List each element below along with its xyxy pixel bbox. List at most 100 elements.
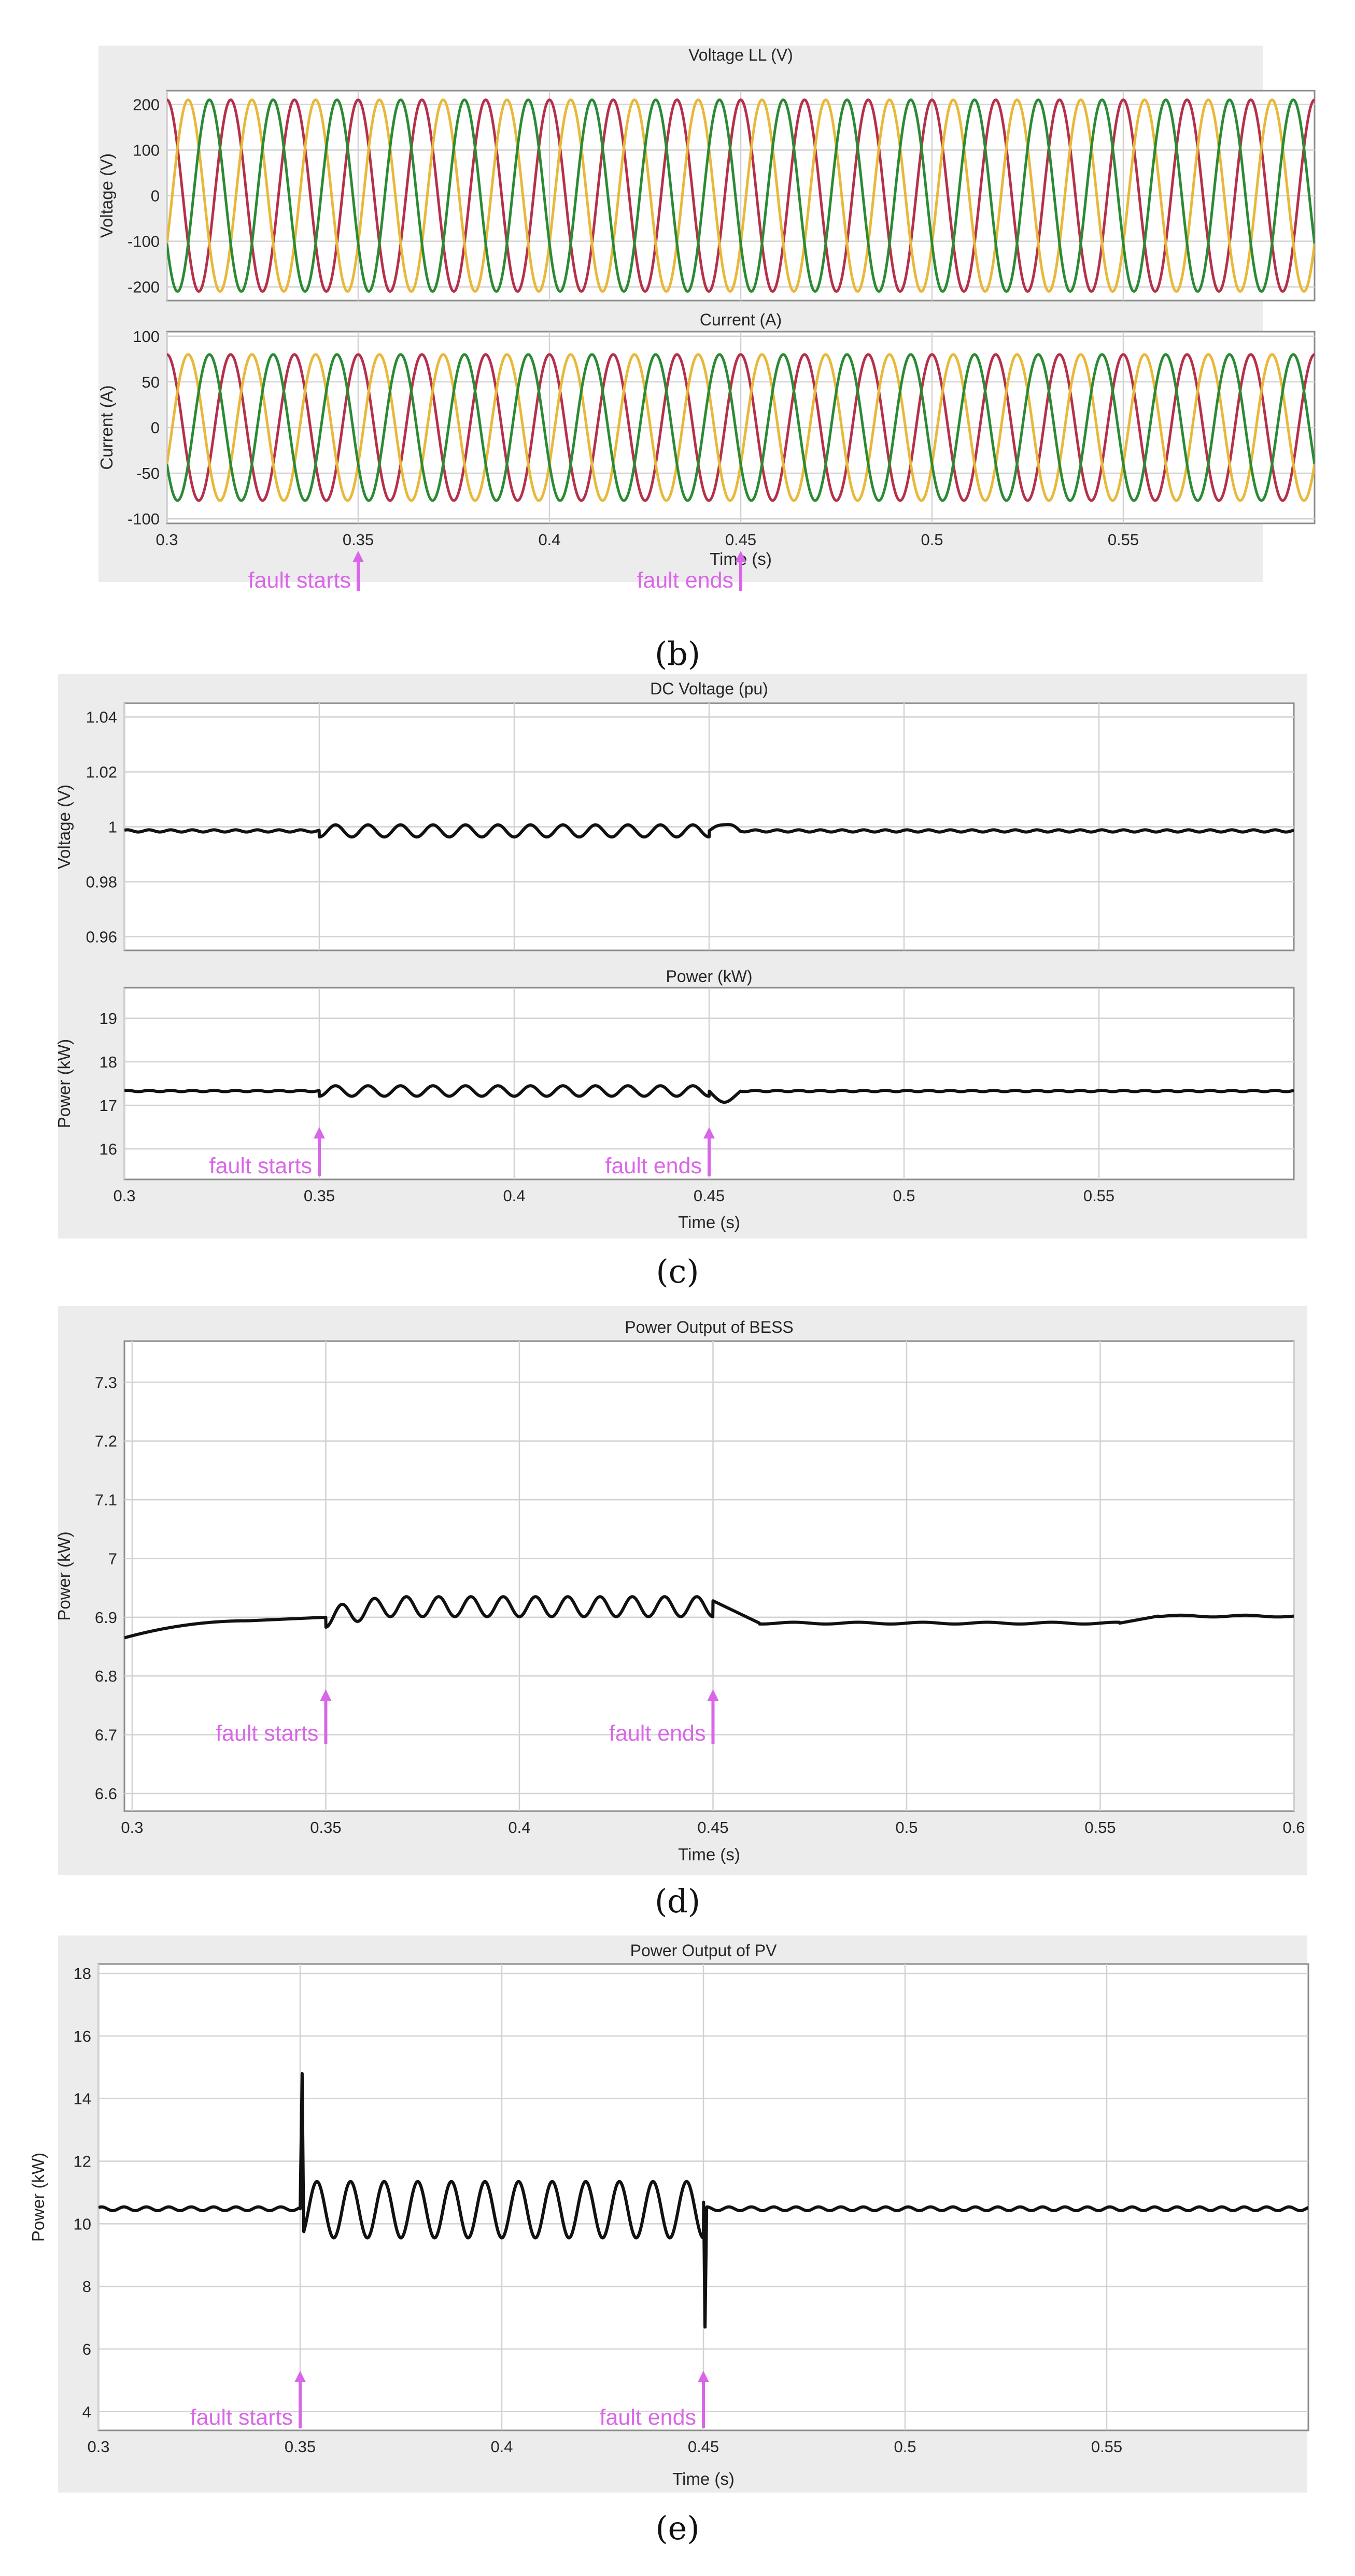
x-tick-label: 0.4 [490, 2438, 513, 2456]
y-tick-label: 16 [100, 1140, 117, 1158]
y-tick-label: -200 [128, 278, 160, 296]
subplot-title: Power Output of PV [630, 1941, 777, 1960]
x-tick-label: 0.55 [1108, 531, 1139, 549]
x-tick-label: 0.3 [113, 1187, 135, 1205]
x-tick-label: 0.45 [725, 531, 756, 549]
subplot-title: Voltage LL (V) [688, 46, 793, 64]
y-tick-label: -100 [128, 233, 160, 251]
y-tick-label: 1 [108, 818, 117, 836]
y-tick-label: 7.1 [95, 1491, 117, 1509]
fault-arrow-head [707, 1689, 719, 1701]
y-tick-label: 0.98 [86, 873, 117, 891]
x-axis-label: Time (s) [672, 2469, 735, 2488]
y-tick-label: 6.6 [95, 1785, 117, 1803]
figure-caption: (b) [655, 635, 700, 673]
x-tick-label: 0.35 [304, 1187, 335, 1205]
y-axis-label: Power (kW) [54, 1531, 74, 1620]
x-tick-label: 0.6 [1282, 1818, 1305, 1837]
series-line-0 [98, 2072, 1308, 2329]
y-tick-label: 7.3 [95, 1373, 117, 1391]
y-tick-label: 16 [74, 2027, 91, 2045]
fault-annotation-label: fault starts [248, 568, 351, 593]
plot-area [123, 1340, 1295, 1812]
y-tick-label: -100 [128, 510, 160, 528]
y-axis-label: Power (kW) [54, 1039, 74, 1128]
x-tick-label: 0.45 [697, 1818, 728, 1837]
x-tick-label: 0.3 [156, 531, 178, 549]
y-tick-label: 1.04 [86, 708, 117, 727]
figure-caption: (c) [656, 1253, 699, 1290]
x-axis-label: Time (s) [678, 1213, 740, 1232]
y-tick-label: 0 [151, 419, 160, 437]
x-tick-label: 0.35 [310, 1818, 341, 1837]
y-tick-label: 100 [133, 328, 160, 346]
figure-caption: (d) [655, 1882, 700, 1920]
fault-annotation-label: fault ends [605, 1154, 702, 1178]
x-tick-label: 0.55 [1091, 2438, 1122, 2456]
y-tick-label: 7.2 [95, 1432, 117, 1450]
fault-arrow-head [314, 1127, 325, 1138]
x-tick-label: 0.35 [285, 2438, 316, 2456]
x-tick-label: 0.3 [87, 2438, 109, 2456]
y-tick-label: 8 [82, 2278, 91, 2296]
y-tick-label: -50 [136, 464, 160, 482]
y-tick-label: 0 [151, 187, 160, 205]
y-tick-label: 6.8 [95, 1667, 117, 1685]
subplot-title: Current (A) [700, 310, 782, 329]
y-tick-label: 19 [100, 1009, 117, 1028]
y-axis-label: Voltage (V) [97, 153, 116, 238]
x-tick-label: 0.35 [343, 531, 374, 549]
series-line-0 [167, 98, 1315, 293]
fault-arrow-head [352, 551, 364, 562]
fault-arrow-head [735, 551, 746, 562]
x-tick-label: 0.4 [538, 531, 560, 549]
chart-b: -200 -100 0 100 200 Voltage LL (V) Voltage (V)… [97, 46, 1316, 673]
fault-annotation-label: fault starts [190, 2405, 293, 2430]
y-axis-label: Voltage (V) [54, 785, 74, 869]
series-line-0 [124, 1595, 1294, 1640]
chart-e: 0.3 0.35 0.4 0.45 0.5 0.55 4 6 8 10 12 14 16 18 Power … [29, 1935, 1309, 2547]
y-tick-label: 12 [74, 2153, 91, 2171]
x-tick-label: 0.45 [694, 1187, 725, 1205]
x-tick-label: 0.55 [1084, 1818, 1116, 1837]
x-tick-label: 0.4 [508, 1818, 530, 1837]
y-tick-label: 1.02 [86, 763, 117, 781]
y-tick-label: 6 [82, 2340, 91, 2358]
series-line-0 [167, 353, 1315, 502]
y-tick-label: 0.96 [86, 928, 117, 946]
fault-arrow-head [320, 1689, 332, 1701]
figure-caption: (e) [655, 2509, 699, 2547]
fault-arrow-head [698, 2371, 709, 2382]
series-line-2 [167, 353, 1315, 502]
x-tick-label: 0.3 [121, 1818, 143, 1837]
subplot-b-1: 0.3 0.35 0.4 0.45 0.5 0.55 -100 -50 0 50 100 Curren… [97, 310, 1316, 549]
y-tick-label: 10 [74, 2215, 91, 2233]
subplot-d-0: 0.3 0.35 0.4 0.45 0.5 0.55 0.6 6.6 6.7 6.8 6.9 7 7.1… [54, 1318, 1305, 1837]
fault-annotation-label: fault ends [600, 2405, 696, 2430]
fault-annotation-label: fault ends [609, 1721, 705, 1746]
fault-annotation-label: fault starts [216, 1721, 318, 1746]
chart-c: 0.96 0.98 1 1.02 1.04 DC Voltage (pu) Voltage … [54, 674, 1307, 1290]
y-tick-label: 50 [142, 373, 160, 391]
y-axis-label: Current (A) [97, 385, 116, 469]
subplot-c-0: 0.96 0.98 1 1.02 1.04 DC Voltage (pu) Voltage … [54, 679, 1295, 951]
y-tick-label: 18 [100, 1053, 117, 1071]
subplot-title: Power (kW) [666, 967, 752, 986]
x-tick-label: 0.55 [1083, 1187, 1114, 1205]
y-axis-label: Power (kW) [29, 2153, 48, 2242]
subplot-e-0: 0.3 0.35 0.4 0.45 0.5 0.55 4 6 8 10 12 14 16 18 Power … [29, 1941, 1309, 2456]
x-tick-label: 0.5 [894, 2438, 916, 2456]
fault-annotation-label: fault starts [209, 1154, 312, 1178]
y-tick-label: 100 [133, 141, 160, 159]
y-tick-label: 17 [100, 1097, 117, 1115]
y-tick-label: 18 [74, 1965, 91, 1983]
chart-d: 0.3 0.35 0.4 0.45 0.5 0.55 0.6 6.6 6.7 6.8 6.9 7 7.1… [54, 1306, 1307, 1920]
fault-arrow-head [703, 1127, 715, 1138]
fault-annotation-label: fault ends [637, 568, 733, 593]
x-tick-label: 0.45 [688, 2438, 719, 2456]
subplot-b-0: -200 -100 0 100 200 Voltage LL (V) Voltage (V) [97, 46, 1316, 302]
series-line-0 [124, 1084, 1294, 1104]
x-tick-label: 0.4 [503, 1187, 525, 1205]
x-axis-label: Time (s) [678, 1845, 740, 1864]
